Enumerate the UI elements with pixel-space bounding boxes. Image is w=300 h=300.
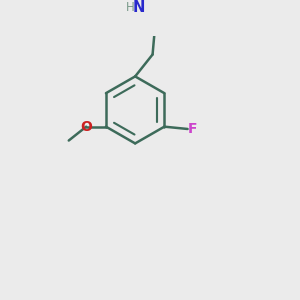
Text: H: H	[126, 1, 135, 14]
Text: F: F	[188, 122, 197, 136]
Text: O: O	[80, 120, 92, 134]
Text: N: N	[133, 0, 145, 15]
